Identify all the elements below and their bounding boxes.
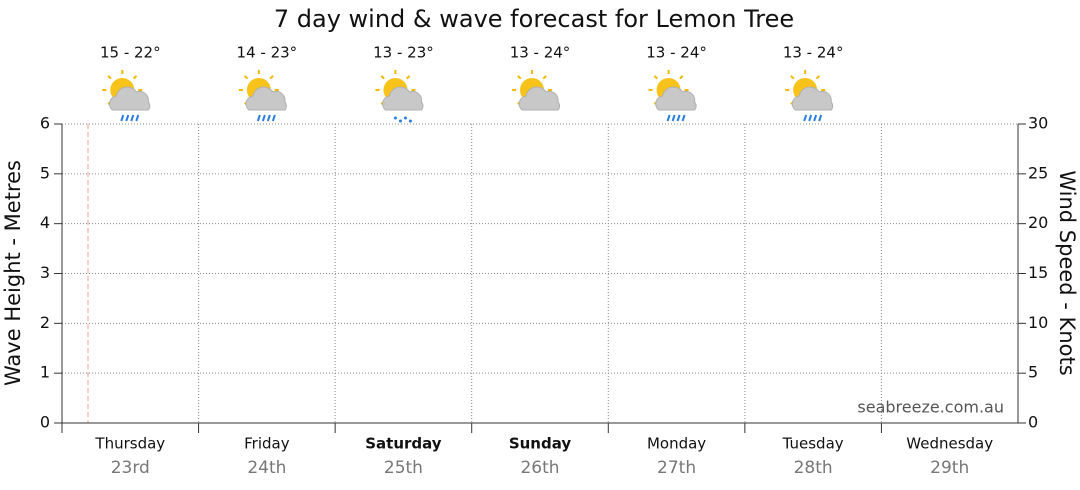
sun-ray xyxy=(815,75,820,80)
rain xyxy=(681,114,686,122)
sun-ray xyxy=(542,75,547,80)
weather-icon xyxy=(375,70,424,123)
drizzle xyxy=(403,116,407,120)
date-label: 24th xyxy=(247,458,286,478)
rain xyxy=(803,114,808,122)
weather-icon xyxy=(785,70,834,122)
x-tick-label: Sunday xyxy=(509,435,572,453)
weather-icon xyxy=(512,70,560,111)
cloud xyxy=(518,86,560,111)
drizzle xyxy=(393,116,397,120)
rain xyxy=(256,114,261,122)
y2-axis-label: Wind Speed - Knots xyxy=(1055,170,1079,375)
date-label: 23rd xyxy=(111,458,150,478)
rain xyxy=(135,114,140,122)
temperature-label: 15 - 22° xyxy=(100,44,161,62)
rain xyxy=(671,114,676,122)
y-axis-label: Wave Height - Metres xyxy=(1,160,25,386)
y2-tick-label: 30 xyxy=(1028,114,1048,133)
rain xyxy=(130,114,135,122)
cloud xyxy=(108,86,151,111)
temperature-label: 13 - 24° xyxy=(646,44,707,62)
date-label: 28th xyxy=(794,458,833,478)
weather-icon xyxy=(648,70,697,122)
drizzle xyxy=(398,119,402,123)
sun-ray xyxy=(406,75,411,80)
y2-tick-label: 15 xyxy=(1028,263,1048,282)
y2-tick-label: 10 xyxy=(1028,313,1048,332)
chart-title: 7 day wind & wave forecast for Lemon Tre… xyxy=(274,5,794,33)
rain xyxy=(813,114,818,122)
rain xyxy=(266,114,271,122)
x-tick-label: Monday xyxy=(647,435,706,453)
sun-ray xyxy=(517,75,522,80)
sun-ray xyxy=(679,75,684,80)
date-label: 26th xyxy=(520,458,559,478)
y-tick-label: 4 xyxy=(40,213,50,232)
drizzle xyxy=(408,119,412,123)
cloud xyxy=(655,86,697,111)
sun-ray xyxy=(132,75,138,80)
cloud xyxy=(382,86,424,111)
cloud xyxy=(245,86,287,111)
weather-icon xyxy=(102,70,151,122)
y-tick-label: 0 xyxy=(40,413,50,432)
date-label: 29th xyxy=(930,458,969,478)
temperature-label: 13 - 24° xyxy=(510,44,571,62)
sun-ray xyxy=(244,75,249,80)
temperature-label: 13 - 24° xyxy=(783,44,844,62)
rain xyxy=(120,114,125,122)
y2-tick-label: 25 xyxy=(1028,163,1048,182)
date-label: 27th xyxy=(657,458,696,478)
rain xyxy=(261,114,266,122)
y-tick-label: 5 xyxy=(40,163,50,182)
sun-ray xyxy=(107,75,112,80)
rain xyxy=(666,114,671,122)
watermark: seabreeze.com.au xyxy=(857,398,1004,417)
y-tick-label: 6 xyxy=(40,114,50,133)
y2-tick-label: 20 xyxy=(1028,213,1048,232)
sun-ray xyxy=(380,75,385,80)
sun-ray xyxy=(790,75,795,80)
temperature-label: 14 - 23° xyxy=(237,44,298,62)
y-tick-label: 2 xyxy=(40,313,50,332)
rain xyxy=(818,114,823,122)
sun-ray xyxy=(269,75,274,80)
rain xyxy=(676,114,681,122)
rain xyxy=(125,114,130,122)
y2-tick-label: 0 xyxy=(1028,413,1038,432)
x-tick-label: Tuesday xyxy=(782,435,844,453)
weather-icon xyxy=(238,70,287,122)
sun-ray xyxy=(653,75,658,80)
temperature-label: 13 - 23° xyxy=(373,44,434,62)
cloud xyxy=(791,86,834,111)
x-tick-label: Friday xyxy=(244,435,290,453)
rain xyxy=(271,114,276,122)
x-tick-label: Saturday xyxy=(365,435,442,453)
x-tick-label: Thursday xyxy=(94,435,165,453)
x-tick-label: Wednesday xyxy=(906,435,993,453)
rain xyxy=(808,114,813,122)
y-tick-label: 1 xyxy=(40,363,50,382)
date-label: 25th xyxy=(384,458,423,478)
y-tick-label: 3 xyxy=(40,263,50,282)
y2-tick-label: 5 xyxy=(1028,363,1038,382)
